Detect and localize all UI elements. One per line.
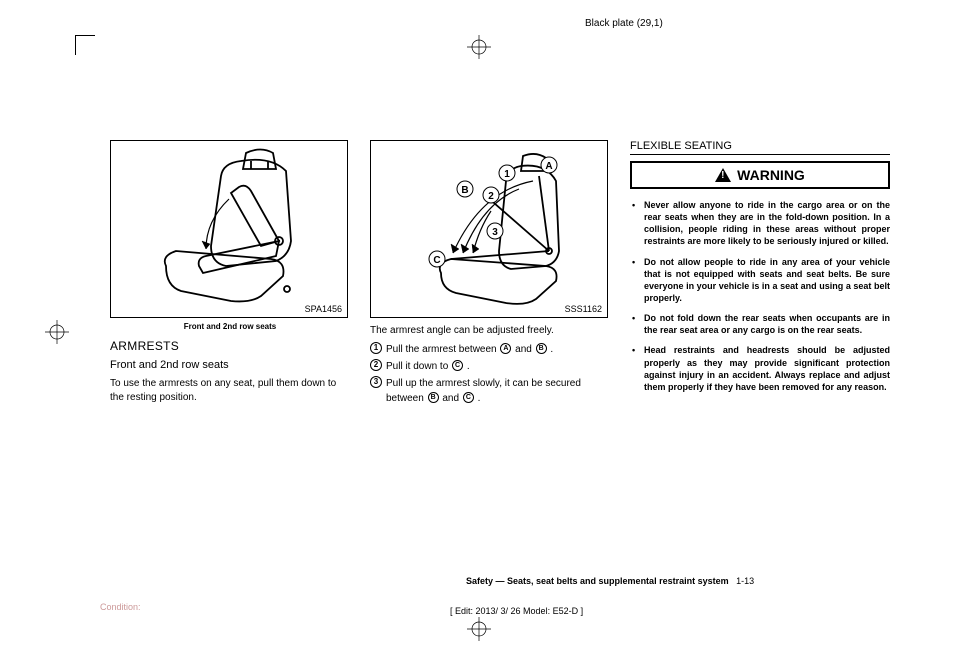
step-2: 2 Pull it down to C . [370, 359, 610, 374]
page-content: SPA1456 Front and 2nd row seats ARMRESTS… [110, 140, 890, 408]
figure-id-1: SPA1456 [305, 304, 342, 314]
step-3: 3 Pull up the armrest slowly, it can be … [370, 376, 610, 406]
svg-text:2: 2 [488, 191, 494, 202]
footer-section: Safety — Seats, seat belts and supplemen… [466, 576, 754, 586]
svg-text:C: C [433, 255, 440, 266]
svg-text:3: 3 [492, 227, 498, 238]
mark-c-icon: C [452, 360, 463, 371]
warning-icon [715, 168, 731, 182]
footer-section-title: Safety — Seats, seat belts and supplemen… [466, 576, 729, 586]
figure-caption-1: Front and 2nd row seats [110, 322, 350, 331]
registration-mark-left [45, 320, 69, 344]
svg-text:A: A [545, 161, 552, 172]
plate-header: Black plate (29,1) [585, 18, 663, 29]
warning-item: Do not allow people to ride in any area … [644, 256, 890, 305]
column-3: FLEXIBLE SEATING WARNING Never allow any… [630, 140, 890, 408]
column-1: SPA1456 Front and 2nd row seats ARMRESTS… [110, 140, 350, 408]
heading-flexible-seating: FLEXIBLE SEATING [630, 140, 890, 155]
warning-item: Do not fold down the rear seats when occ… [644, 312, 890, 336]
condition-label: Condition: [100, 602, 141, 612]
mark-c-icon-2: C [463, 392, 474, 403]
mark-b-icon: B [536, 343, 547, 354]
subheading-front-2nd: Front and 2nd row seats [110, 359, 350, 371]
heading-armrests: ARMRESTS [110, 339, 350, 353]
mark-a-icon: A [500, 343, 511, 354]
step-1: 1 Pull the armrest between A and B . [370, 342, 610, 357]
column-2: A B C 1 2 3 SSS1162 The armrest angle ca… [370, 140, 610, 408]
warning-item: Head restraints and headrests should be … [644, 344, 890, 393]
step-3-num: 3 [370, 376, 382, 388]
warning-label: WARNING [737, 167, 805, 183]
page-number: 1-13 [736, 576, 754, 586]
crop-mark-tl [75, 35, 95, 55]
warning-list: Never allow anyone to ride in the cargo … [630, 199, 890, 393]
edit-stamp: [ Edit: 2013/ 3/ 26 Model: E52-D ] [450, 606, 583, 616]
svg-text:1: 1 [504, 169, 510, 180]
armrest-body: To use the armrests on any seat, pull th… [110, 377, 350, 404]
warning-box: WARNING [630, 161, 890, 189]
svg-text:B: B [461, 185, 468, 196]
figure-armrest-1: SPA1456 [110, 140, 348, 318]
step-2-text: Pull it down to C . [386, 359, 470, 374]
warning-item: Never allow anyone to ride in the cargo … [644, 199, 890, 248]
step-1-num: 1 [370, 342, 382, 354]
armrest-intro: The armrest angle can be adjusted freely… [370, 324, 610, 338]
figure-armrest-2: A B C 1 2 3 SSS1162 [370, 140, 608, 318]
step-2-num: 2 [370, 359, 382, 371]
registration-mark-bottom [467, 617, 491, 641]
mark-b-icon-2: B [428, 392, 439, 403]
step-3-text: Pull up the armrest slowly, it can be se… [386, 376, 610, 406]
registration-mark-top [467, 35, 491, 59]
figure-id-2: SSS1162 [565, 304, 602, 314]
step-1-text: Pull the armrest between A and B . [386, 342, 553, 357]
